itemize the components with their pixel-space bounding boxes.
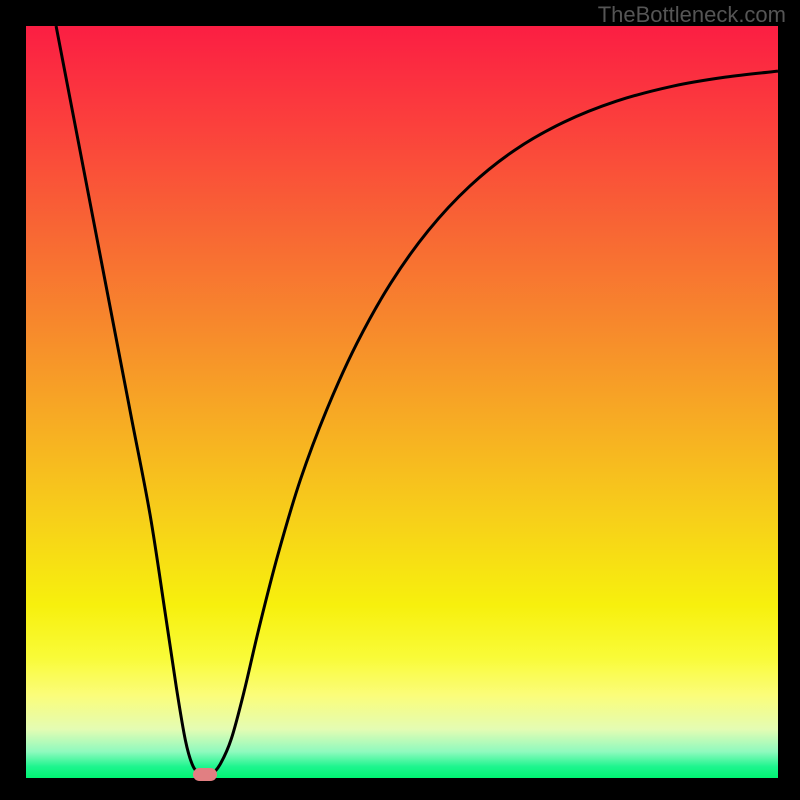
optimal-marker xyxy=(193,768,217,781)
plot-area xyxy=(26,26,778,778)
gradient-background xyxy=(26,26,778,778)
watermark-text: TheBottleneck.com xyxy=(598,2,786,28)
